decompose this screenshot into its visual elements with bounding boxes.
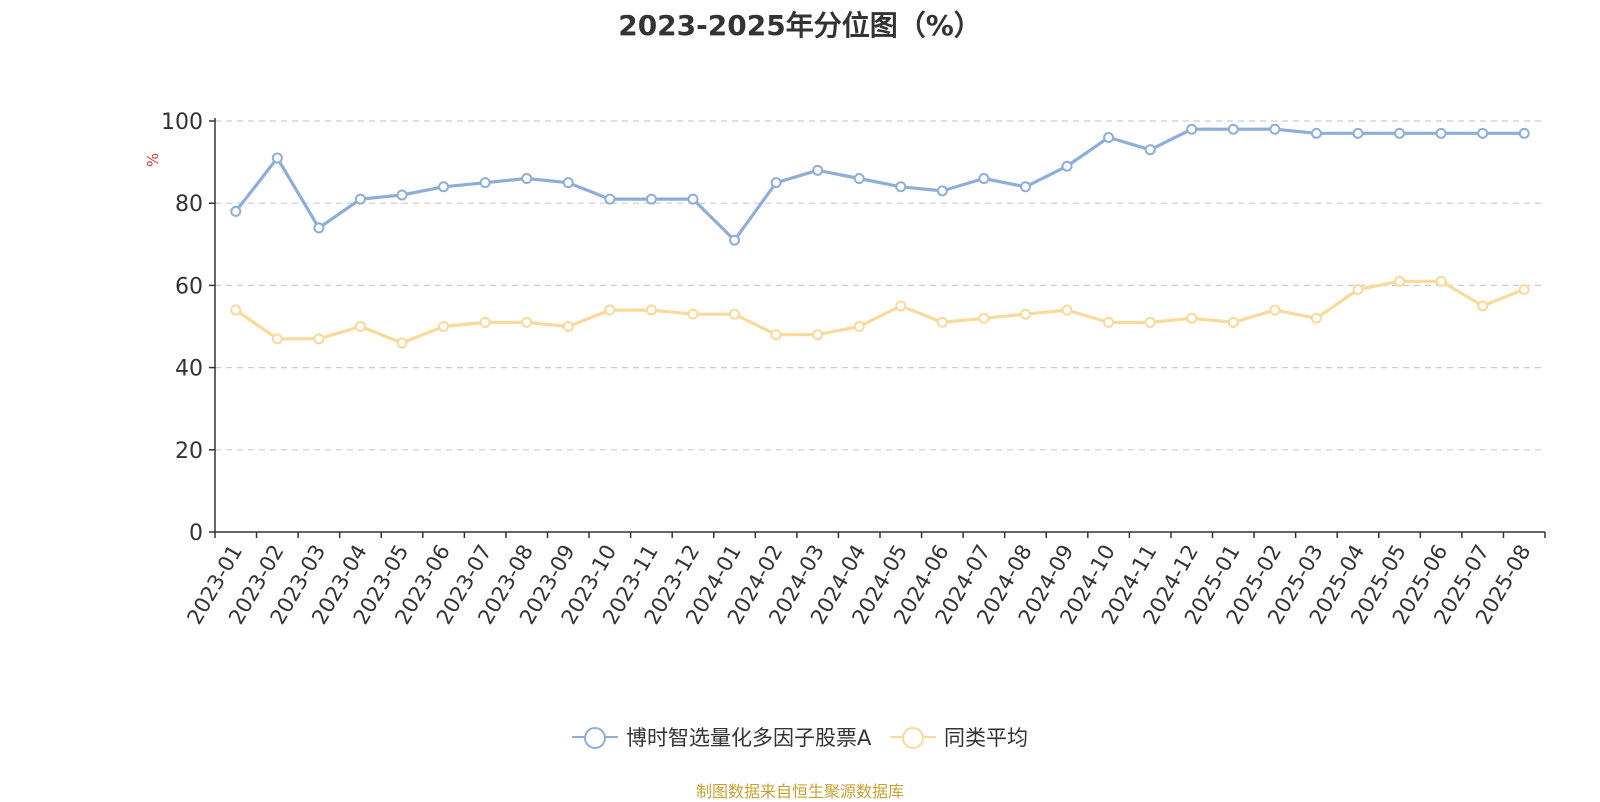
- y-tick-label-0: 0: [189, 521, 203, 546]
- series-2-point-2024-01: [729, 308, 741, 320]
- series-1-point-2023-04: [354, 193, 366, 205]
- series-1-point-2025-01: [1227, 123, 1239, 135]
- series-2-point-2025-07: [1477, 300, 1489, 312]
- chart-title: 2023-2025年分位图（%）: [618, 9, 982, 42]
- series-1-point-2023-10: [604, 193, 616, 205]
- line-chart: % 0 20 40 60 80 100 2023-012023-022023-032023…: [144, 110, 1546, 629]
- series-group: [230, 123, 1530, 349]
- series-line-2: [234, 279, 1525, 345]
- series-1-point-2024-04: [853, 173, 865, 185]
- y-tick-labels: 0 20 40 60 80 100: [161, 110, 203, 546]
- series-1-point-2023-05: [396, 189, 408, 201]
- legend-item-series-1[interactable]: 博时智选量化多因子股票A: [571, 722, 872, 752]
- series-2-point-2023-10: [604, 304, 616, 316]
- series-2-point-2023-01: [230, 304, 242, 316]
- series-1-point-2023-02: [271, 152, 283, 164]
- legend-label-series-1: 博时智选量化多因子股票A: [625, 726, 872, 750]
- legend-swatch-series-2: [890, 727, 937, 749]
- series-1-point-2023-01: [230, 205, 242, 217]
- series-2-point-2025-01: [1227, 316, 1239, 328]
- series-2-point-2023-11: [645, 304, 657, 316]
- legend-swatch-series-1: [571, 727, 618, 749]
- series-2-point-2024-06: [936, 316, 948, 328]
- series-2-point-2023-05: [396, 337, 408, 349]
- legend-item-series-2[interactable]: 同类平均: [890, 722, 1028, 752]
- series-1-point-2024-12: [1186, 123, 1198, 135]
- gridlines: [215, 120, 1545, 451]
- series-2-point-2025-05: [1394, 275, 1406, 287]
- series-1-point-2023-09: [562, 177, 574, 189]
- x-tick-labels: 2023-012023-022023-032023-042023-052023-…: [182, 541, 1535, 629]
- series-2-point-2025-08: [1518, 284, 1530, 296]
- series-1-point-2024-11: [1144, 144, 1156, 156]
- series-2-point-2025-04: [1352, 284, 1364, 296]
- legend: 博时智选量化多因子股票A 同类平均: [0, 722, 1600, 752]
- series-2-point-2023-06: [438, 321, 450, 332]
- series-1-point-2025-02: [1269, 123, 1281, 135]
- series-1-point-2023-11: [645, 193, 657, 205]
- y-axis-label: %: [144, 153, 162, 167]
- source-note: 制图数据来自恒生聚源数据库: [695, 782, 904, 801]
- series-2-point-2024-11: [1144, 316, 1156, 328]
- series-2-point-2023-03: [313, 333, 325, 345]
- series-1-point-2024-10: [1103, 131, 1115, 143]
- series-2-point-2024-05: [895, 300, 907, 312]
- y-tick-label-100: 100: [161, 110, 203, 135]
- y-tick-label-60: 60: [175, 274, 203, 299]
- series-2-point-2023-02: [271, 333, 283, 345]
- series-1-point-2024-03: [812, 164, 824, 176]
- series-2-point-2024-10: [1103, 316, 1115, 328]
- series-1-point-2025-03: [1310, 127, 1322, 139]
- series-1-point-2024-05: [895, 181, 907, 193]
- series-2-point-2024-03: [812, 329, 824, 341]
- series-1-point-2024-02: [770, 177, 782, 189]
- y-tick-label-40: 40: [175, 357, 203, 382]
- series-2-point-2025-02: [1269, 304, 1281, 316]
- series-2-point-2024-12: [1186, 312, 1198, 324]
- axes: [209, 118, 1546, 538]
- series-1-point-2025-05: [1394, 127, 1406, 139]
- series-1-point-2023-07: [479, 177, 491, 189]
- legend-label-series-2: 同类平均: [944, 726, 1029, 750]
- series-2-point-2023-08: [521, 316, 533, 328]
- series-1-point-2024-08: [1019, 181, 1031, 193]
- y-tick-label-80: 80: [175, 192, 203, 217]
- series-1-point-2025-08: [1518, 127, 1530, 139]
- series-1-point-2023-08: [521, 173, 533, 185]
- series-2-point-2023-12: [687, 308, 699, 320]
- series-2-point-2025-03: [1310, 312, 1322, 324]
- series-1-point-2023-06: [438, 181, 450, 193]
- series-2-point-2024-04: [853, 321, 865, 332]
- series-1-point-2025-06: [1435, 127, 1447, 139]
- series-line-1: [234, 127, 1525, 242]
- series-2-point-2024-07: [978, 312, 990, 324]
- series-2-point-2023-09: [562, 321, 574, 332]
- series-2-point-2025-06: [1435, 275, 1447, 287]
- series-1-point-2024-09: [1061, 160, 1073, 172]
- y-tick-label-20: 20: [175, 439, 203, 464]
- series-2-point-2023-04: [354, 321, 366, 332]
- series-1-point-2023-03: [313, 222, 325, 234]
- series-1-point-2025-07: [1477, 127, 1489, 139]
- series-1-point-2025-04: [1352, 127, 1364, 139]
- series-2-point-2024-09: [1061, 304, 1073, 316]
- series-1-point-2024-01: [729, 234, 741, 246]
- series-2-point-2023-07: [479, 316, 491, 328]
- series-1-point-2023-12: [687, 193, 699, 205]
- series-2-point-2024-02: [770, 329, 782, 341]
- series-1-point-2024-06: [936, 185, 948, 197]
- series-2-point-2024-08: [1019, 308, 1031, 320]
- series-1-point-2024-07: [978, 173, 990, 185]
